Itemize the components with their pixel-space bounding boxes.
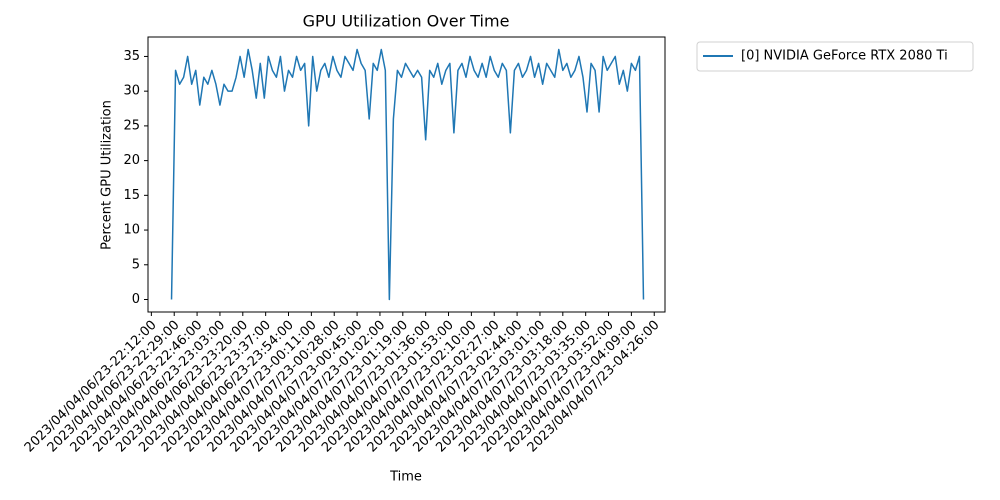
y-tick-label: 10 [123,223,140,238]
x-axis-label: Time [389,470,422,485]
y-tick-label: 0 [132,292,140,307]
legend-box [696,41,974,72]
y-tick-label: 5 [132,257,140,272]
legend-label: [0] NVIDIA GeForce RTX 2080 Ti [741,49,948,64]
chart-title: GPU Utilization Over Time [303,12,510,31]
y-axis-label: Percent GPU Utilization [100,100,115,250]
data-line [170,48,645,301]
y-tick-label: 25 [123,118,140,133]
y-tick-label: 30 [123,84,140,99]
y-tick-label: 20 [123,153,140,168]
y-tick-label: 15 [123,188,140,203]
y-tick-label: 35 [123,49,140,64]
plot-frame [147,36,666,313]
